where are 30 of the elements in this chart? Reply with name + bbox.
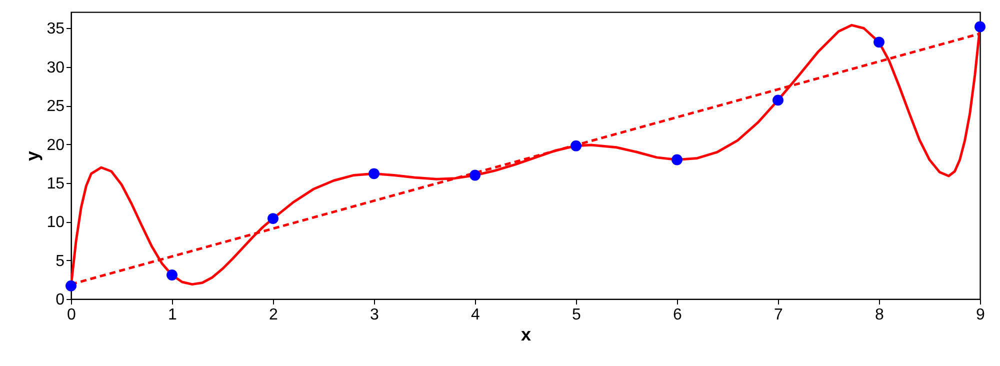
y-tick-label: 30 (46, 59, 65, 76)
x-tick-label: 2 (269, 306, 278, 324)
x-tick-label: 5 (572, 306, 582, 324)
point (268, 213, 278, 224)
point (470, 170, 480, 181)
y-tick-label: 25 (46, 98, 65, 116)
x-tick-label: 8 (875, 306, 884, 324)
x-tick-label: 0 (67, 306, 76, 324)
point (570, 140, 582, 152)
y-axis-title: y (22, 150, 43, 162)
point (874, 36, 884, 48)
y-tick-label: 0 (56, 292, 65, 308)
point (772, 94, 784, 106)
x-axis-title: x (520, 324, 532, 344)
y-tick-label: 20 (46, 136, 65, 154)
point (974, 21, 986, 32)
point (166, 270, 178, 280)
y-tick-label: 5 (56, 252, 65, 270)
y-tick-label: 10 (46, 214, 65, 232)
y-tick-label: 35 (46, 20, 65, 38)
x-tick-label: 9 (976, 306, 986, 324)
point (368, 168, 380, 180)
point (672, 154, 682, 166)
point (66, 280, 76, 292)
y-tick-label: 15 (46, 175, 65, 192)
x-tick-label: 6 (673, 306, 682, 324)
x-tick-label: 4 (471, 306, 480, 324)
x-tick-label: 7 (774, 306, 784, 324)
x-tick-label: 1 (168, 306, 178, 324)
x-tick-label: 3 (370, 306, 380, 324)
